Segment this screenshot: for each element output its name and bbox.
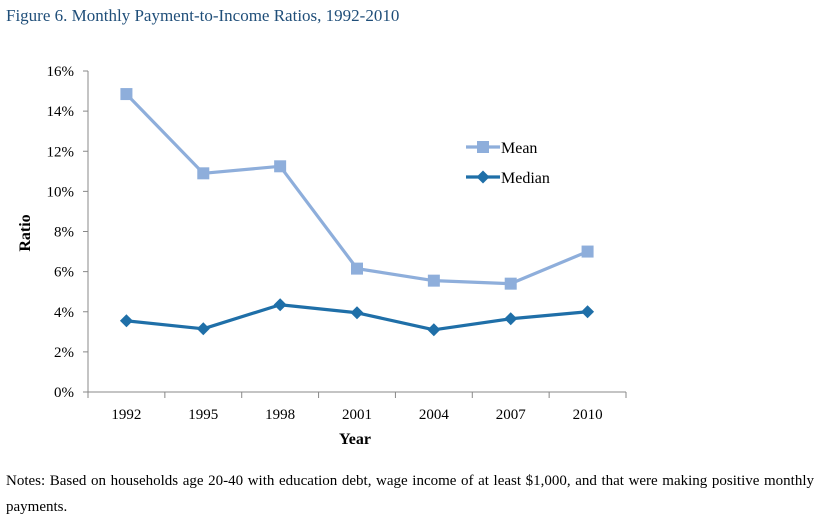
x-tick-label: 1995 bbox=[188, 407, 218, 423]
x-tick-label: 2010 bbox=[573, 407, 603, 423]
data-point-median bbox=[196, 322, 210, 336]
legend-mean-label: Mean bbox=[501, 140, 537, 157]
data-point-mean bbox=[581, 245, 594, 258]
x-tick-label: 1998 bbox=[265, 407, 295, 423]
data-point-median bbox=[581, 305, 595, 319]
legend-median-label: Median bbox=[501, 170, 550, 187]
y-tick-label: 8% bbox=[54, 225, 74, 241]
y-tick-label: 4% bbox=[54, 305, 74, 321]
data-point-median bbox=[119, 314, 133, 328]
y-tick-label: 10% bbox=[47, 184, 75, 200]
figure-title: Figure 6. Monthly Payment-to-Income Rati… bbox=[6, 6, 400, 25]
data-point-mean bbox=[120, 88, 133, 101]
data-point-median bbox=[504, 312, 518, 326]
series-mean-line bbox=[125, 92, 589, 286]
y-tick-label: 16% bbox=[47, 64, 75, 80]
y-axis-title: Ratio bbox=[17, 214, 34, 251]
data-point-mean bbox=[274, 160, 287, 173]
y-tick-label: 12% bbox=[47, 144, 75, 160]
x-axis-title: Year bbox=[339, 431, 371, 448]
y-tick-label: 0% bbox=[54, 385, 74, 401]
x-tick-label: 2004 bbox=[419, 407, 450, 423]
figure-notes: Notes: Based on households age 20-40 wit… bbox=[6, 473, 814, 515]
plot-series bbox=[119, 88, 595, 337]
y-tick-label: 2% bbox=[54, 345, 74, 361]
line-chart: 0% 2% 4% 6% 8% 10% 12% 14% 16% 1992 1995 1998 2001 2… bbox=[17, 64, 627, 448]
y-axis: 0% 2% 4% 6% 8% 10% 12% 14% 16% bbox=[47, 64, 89, 401]
series-mean bbox=[120, 88, 594, 290]
y-tick-label: 14% bbox=[47, 104, 75, 120]
data-point-median bbox=[350, 306, 364, 320]
data-point-mean bbox=[197, 167, 210, 180]
legend: Mean Median bbox=[466, 140, 550, 187]
data-point-mean bbox=[504, 277, 517, 290]
data-point-median bbox=[427, 323, 441, 337]
legend-mean-marker bbox=[477, 141, 489, 153]
x-tick-label: 2001 bbox=[342, 407, 372, 423]
data-point-mean bbox=[351, 262, 363, 275]
legend-median-marker bbox=[476, 170, 490, 184]
x-tick-label: 1992 bbox=[111, 407, 141, 423]
y-tick-label: 6% bbox=[54, 265, 74, 281]
x-axis: 1992 1995 1998 2001 2004 2007 2010 bbox=[87, 391, 627, 423]
data-point-mean bbox=[427, 274, 440, 287]
x-tick-label: 2007 bbox=[496, 407, 527, 423]
series-median bbox=[119, 298, 595, 337]
data-point-median bbox=[273, 298, 287, 312]
